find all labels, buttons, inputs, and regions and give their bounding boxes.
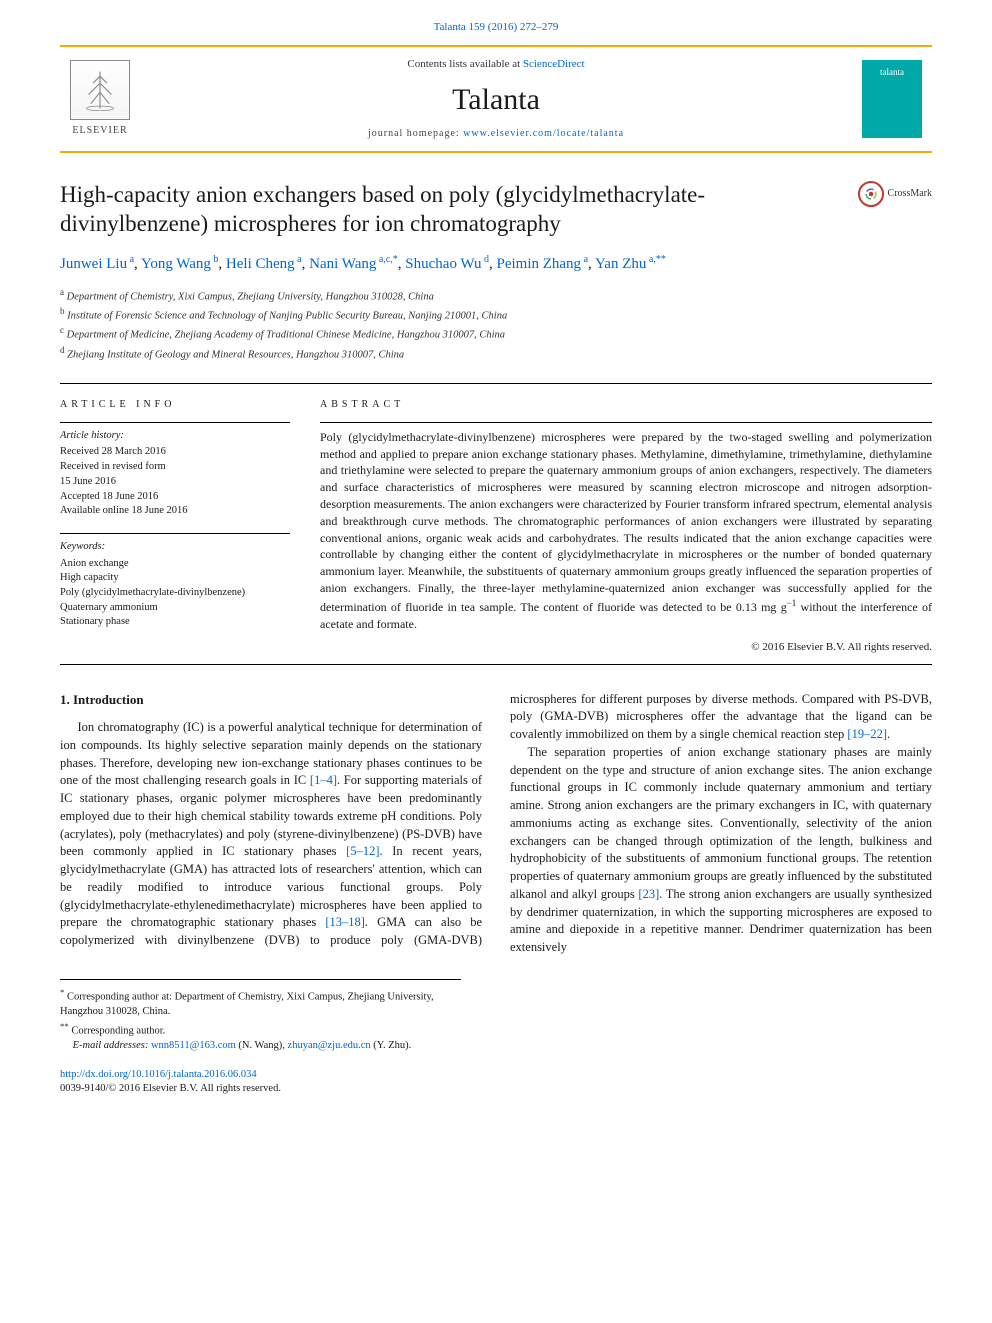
crossmark-badge[interactable]: CrossMark (858, 181, 932, 207)
info-label: ARTICLE INFO (60, 398, 290, 412)
sciencedirect-link[interactable]: ScienceDirect (523, 58, 585, 70)
affiliation-line: b Institute of Forensic Science and Tech… (60, 305, 932, 324)
keywords-block: Keywords: Anion exchangeHigh capacityPol… (60, 533, 290, 630)
author-affil-sup: a,c,* (376, 254, 397, 265)
author-affil-sup: a (581, 254, 588, 265)
email-link[interactable]: zhuyan@zju.edu.cn (288, 1040, 371, 1051)
homepage-link[interactable]: www.elsevier.com/locate/talanta (463, 128, 624, 139)
journal-name: Talanta (140, 79, 852, 121)
divider (60, 383, 932, 384)
history-line: Accepted 18 June 2016 (60, 490, 290, 505)
citation-link[interactable]: [23] (638, 887, 659, 901)
keyword-line: Anion exchange (60, 557, 290, 572)
author-affil-sup: a (295, 254, 302, 265)
author-affil-sup: b (211, 254, 219, 265)
article-title: High-capacity anion exchangers based on … (60, 181, 846, 239)
publisher-block: ELSEVIER (60, 60, 140, 138)
author-link[interactable]: Nani Wang (309, 256, 376, 272)
running-head-link[interactable]: Talanta 159 (2016) 272–279 (434, 21, 559, 33)
publisher-logo (70, 60, 130, 120)
footnotes: * Corresponding author at: Department of… (60, 979, 461, 1054)
citation-link[interactable]: [13–18] (325, 915, 365, 929)
author-link[interactable]: Shuchao Wu (405, 256, 481, 272)
history-line: Available online 18 June 2016 (60, 504, 290, 519)
history-line: 15 June 2016 (60, 475, 290, 490)
citation-link[interactable]: [19–22] (847, 727, 887, 741)
keyword-line: Quaternary ammonium (60, 601, 290, 616)
abstract-copyright: © 2016 Elsevier B.V. All rights reserved… (320, 640, 932, 655)
contents-line: Contents lists available at ScienceDirec… (140, 57, 852, 72)
author-link[interactable]: Junwei Liu (60, 256, 127, 272)
citation-link[interactable]: [5–12] (346, 844, 379, 858)
body-paragraph: The separation properties of anion excha… (510, 744, 932, 957)
keywords-label: Keywords: (60, 540, 290, 555)
history-line: Received in revised form (60, 460, 290, 475)
info-abstract-row: ARTICLE INFO Article history: Received 2… (60, 398, 932, 656)
publisher-name: ELSEVIER (72, 124, 127, 138)
homepage-prefix: journal homepage: (368, 128, 463, 139)
authors: Junwei Liu a, Yong Wang b, Heli Cheng a,… (60, 252, 932, 276)
homepage-line: journal homepage: www.elsevier.com/locat… (140, 127, 852, 141)
journal-cover: talanta (862, 60, 922, 138)
abstract-body: Poly (glycidylmethacrylate-divinylbenzen… (320, 430, 932, 614)
affiliations: a Department of Chemistry, Xixi Campus, … (60, 286, 932, 363)
author-affil-sup: a,** (646, 254, 665, 265)
crossmark-label: CrossMark (888, 187, 932, 201)
doi-block: http://dx.doi.org/10.1016/j.talanta.2016… (60, 1068, 932, 1097)
corresponding-note: ** Corresponding author. (60, 1020, 461, 1039)
history-label: Article history: (60, 429, 290, 444)
contents-prefix: Contents lists available at (407, 58, 522, 70)
issn-line: 0039-9140/© 2016 Elsevier B.V. All right… (60, 1082, 932, 1097)
affiliation-line: a Department of Chemistry, Xixi Campus, … (60, 286, 932, 305)
doi-link[interactable]: http://dx.doi.org/10.1016/j.talanta.2016… (60, 1069, 257, 1080)
abstract: ABSTRACT Poly (glycidylmethacrylate-divi… (320, 398, 932, 656)
author-link[interactable]: Yong Wang (141, 256, 211, 272)
masthead: ELSEVIER Contents lists available at Sci… (60, 45, 932, 152)
abstract-label: ABSTRACT (320, 398, 932, 412)
running-head: Talanta 159 (2016) 272–279 (60, 20, 932, 35)
affiliation-line: c Department of Medicine, Zhejiang Acade… (60, 324, 932, 343)
author-affil-sup: a (127, 254, 134, 265)
keyword-line: High capacity (60, 571, 290, 586)
author-link[interactable]: Heli Cheng (226, 256, 295, 272)
section-heading: 1. Introduction (60, 691, 482, 709)
cover-block: talanta (852, 60, 932, 138)
article-head: High-capacity anion exchangers based on … (60, 181, 932, 363)
body-columns: 1. Introduction Ion chromatography (IC) … (60, 691, 932, 957)
author-link[interactable]: Yan Zhu (595, 256, 646, 272)
affiliation-line: d Zhejiang Institute of Geology and Mine… (60, 344, 932, 363)
email-line: E-mail addresses: wnn8511@163.com (N. Wa… (60, 1039, 461, 1054)
history-block: Article history: Received 28 March 2016R… (60, 422, 290, 519)
corresponding-note: * Corresponding author at: Department of… (60, 986, 461, 1020)
author-link[interactable]: Peimin Zhang (496, 256, 581, 272)
crossmark-icon (858, 181, 884, 207)
email-link[interactable]: wnn8511@163.com (151, 1040, 236, 1051)
abstract-text: Poly (glycidylmethacrylate-divinylbenzen… (320, 422, 932, 633)
divider (60, 664, 932, 665)
abstract-unit-sup: −1 (787, 598, 797, 608)
masthead-center: Contents lists available at ScienceDirec… (140, 57, 852, 140)
keyword-line: Poly (glycidylmethacrylate-divinylbenzen… (60, 586, 290, 601)
citation-link[interactable]: [1–4] (310, 773, 337, 787)
history-line: Received 28 March 2016 (60, 445, 290, 460)
article-info: ARTICLE INFO Article history: Received 2… (60, 398, 290, 656)
author-affil-sup: d (481, 254, 489, 265)
keyword-line: Stationary phase (60, 615, 290, 630)
